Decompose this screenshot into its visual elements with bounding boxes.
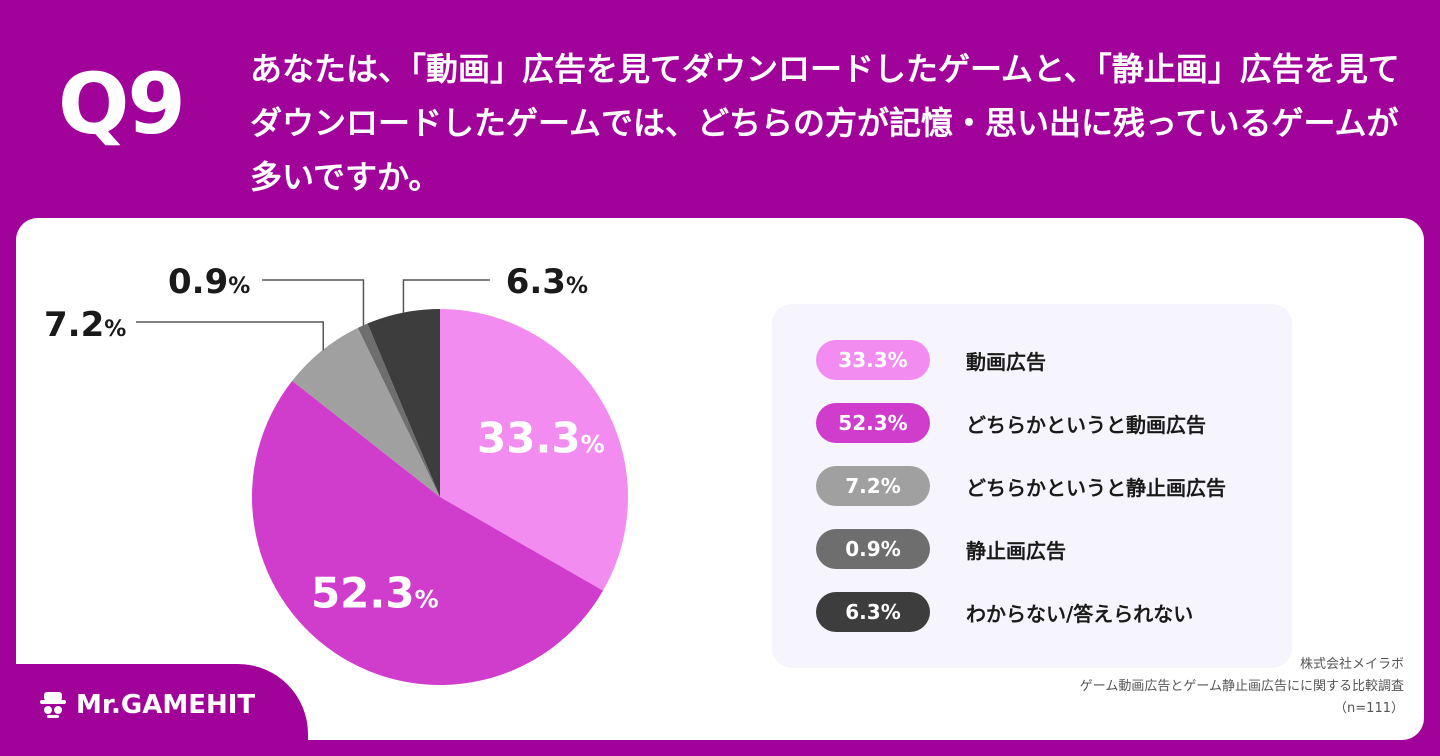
brand-name: Mr.GAMEHIT (76, 690, 256, 720)
legend-label: 静止画広告 (966, 538, 1066, 563)
pie-slice (357, 323, 440, 497)
slice-data-label: 52.3% (311, 569, 439, 618)
slice-data-label: 33.3% (477, 414, 605, 463)
mr-gamehit-logo-icon (40, 692, 66, 718)
legend-label: どちらかというと静止画広告 (966, 475, 1226, 500)
question-text: あなたは、「動画」広告を見てダウンロードしたゲームと、「静止画」広告を見てダウン… (250, 50, 1400, 196)
source-note: 株式会社メイラボ ゲーム動画広告とゲーム静止画広告にに関する比較調査 （n=11… (1080, 654, 1404, 720)
pie-slice (440, 309, 628, 591)
legend-label: わからない/答えられない (966, 601, 1194, 626)
source-survey: ゲーム動画広告とゲーム静止画広告にに関する比較調査 (1079, 679, 1404, 694)
legend-pill: 0.9% (816, 529, 930, 569)
legend-item: 52.3% どちらかというと動画広告 (816, 403, 1206, 443)
legend-item: 33.3% 動画広告 (816, 340, 1046, 380)
legend-pill: 6.3% (816, 592, 930, 632)
brand-logo[interactable]: Mr.GAMEHIT (38, 690, 255, 720)
legend-pill: 7.2% (816, 466, 930, 506)
pie-slice (251, 380, 604, 685)
callout-line (402, 279, 490, 313)
legend-label: 動画広告 (966, 349, 1046, 374)
legend-item: 6.3% わからない/答えられない (816, 592, 1193, 632)
source-sample: （n=111） (1334, 701, 1404, 716)
callout-line (262, 279, 365, 326)
question-number: Q9 (58, 55, 186, 153)
legend: 33.3% 動画広告 52.3% どちらかというと動画広告 7.2% どちらかと… (772, 304, 1292, 668)
legend-pill: 33.3% (816, 340, 930, 380)
legend-label: どちらかというと動画広告 (966, 412, 1206, 437)
source-company: 株式会社メイラボ (1299, 657, 1404, 672)
brand-tab: Mr.GAMEHIT (16, 664, 308, 740)
legend-pill: 52.3% (816, 403, 930, 443)
legend-item: 7.2% どちらかというと静止画広告 (816, 466, 1226, 506)
callout-line (136, 321, 324, 351)
pie-slice (292, 327, 440, 497)
pie-slice (367, 309, 440, 497)
callout-data-label: 0.9% (168, 262, 250, 302)
callout-data-label: 7.2% (44, 305, 126, 345)
legend-item: 0.9% 静止画広告 (816, 529, 1066, 569)
callout-data-label: 6.3% (506, 262, 588, 302)
